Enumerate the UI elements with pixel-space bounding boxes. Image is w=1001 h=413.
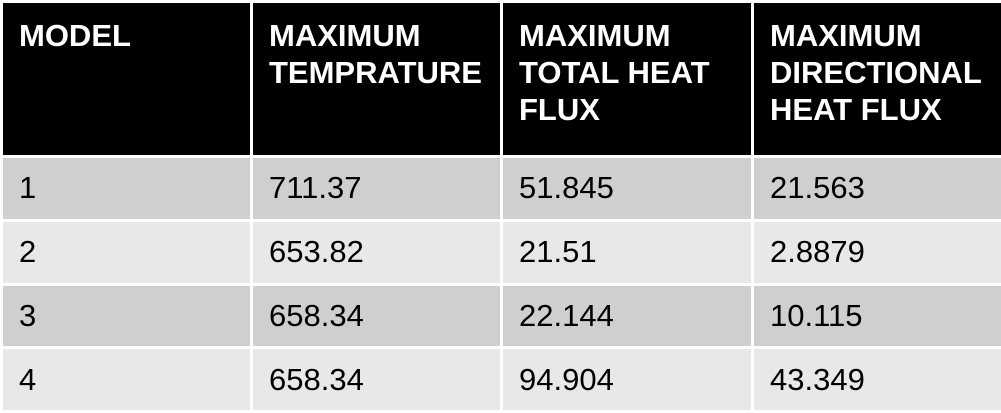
header-max-directional-heat-flux-line: DIRECTIONAL bbox=[770, 55, 982, 91]
cell-max-temperature: 658.34 bbox=[250, 282, 503, 350]
header-max-temperature-line: MAXIMUM bbox=[269, 18, 421, 53]
cell-max-total-heat-flux: 94.904 bbox=[500, 346, 754, 413]
header-model-line: MODEL bbox=[19, 18, 131, 53]
table-row: 1 711.37 51.845 21.563 bbox=[0, 155, 1001, 222]
header-max-total-heat-flux-line: FLUX bbox=[519, 92, 600, 128]
table-header: MODEL MAXIMUM TEMPRATURE MAXIMUM TOTAL H… bbox=[0, 0, 1001, 158]
cell-model: 2 bbox=[0, 218, 253, 286]
table-row: 3 658.34 22.144 10.115 bbox=[0, 282, 1001, 350]
header-model: MODEL bbox=[0, 0, 253, 158]
header-max-total-heat-flux-line: MAXIMUM bbox=[519, 18, 671, 53]
header-row: MODEL MAXIMUM TEMPRATURE MAXIMUM TOTAL H… bbox=[0, 0, 1001, 158]
cell-max-temperature: 711.37 bbox=[250, 155, 503, 222]
header-max-directional-heat-flux-line: MAXIMUM bbox=[770, 18, 922, 53]
header-max-temperature: MAXIMUM TEMPRATURE bbox=[250, 0, 503, 158]
header-max-total-heat-flux: MAXIMUM TOTAL HEAT FLUX bbox=[500, 0, 754, 158]
table-row: 4 658.34 94.904 43.349 bbox=[0, 346, 1001, 413]
table-body: 1 711.37 51.845 21.563 2 653.82 21.51 2.… bbox=[0, 155, 1001, 413]
cell-max-temperature: 653.82 bbox=[250, 218, 503, 286]
cell-max-directional-heat-flux: 43.349 bbox=[751, 346, 1001, 413]
cell-model: 4 bbox=[0, 346, 253, 413]
cell-max-directional-heat-flux: 10.115 bbox=[751, 282, 1001, 350]
header-max-temperature-line: TEMPRATURE bbox=[269, 55, 482, 91]
cell-max-directional-heat-flux: 2.8879 bbox=[751, 218, 1001, 286]
cell-max-total-heat-flux: 51.845 bbox=[500, 155, 754, 222]
cell-max-directional-heat-flux: 21.563 bbox=[751, 155, 1001, 222]
cell-max-total-heat-flux: 22.144 bbox=[500, 282, 754, 350]
header-max-directional-heat-flux: MAXIMUM DIRECTIONAL HEAT FLUX bbox=[751, 0, 1001, 158]
header-max-total-heat-flux-line: TOTAL HEAT bbox=[519, 55, 710, 91]
table-row: 2 653.82 21.51 2.8879 bbox=[0, 218, 1001, 286]
cell-model: 3 bbox=[0, 282, 253, 350]
header-max-directional-heat-flux-line: HEAT FLUX bbox=[770, 92, 942, 128]
cell-max-total-heat-flux: 21.51 bbox=[500, 218, 754, 286]
cell-max-temperature: 658.34 bbox=[250, 346, 503, 413]
cell-model: 1 bbox=[0, 155, 253, 222]
